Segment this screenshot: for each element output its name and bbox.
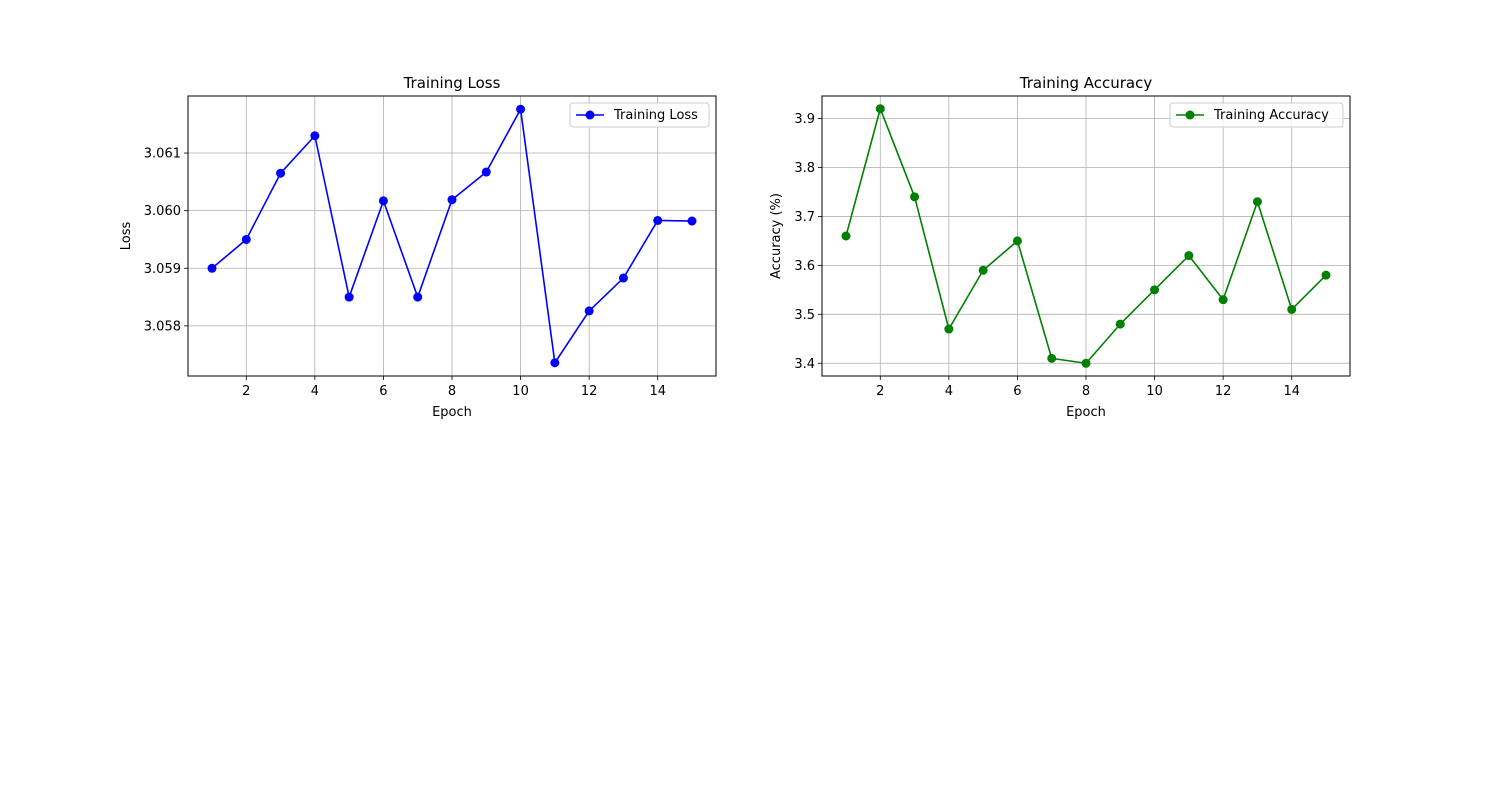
loss-chart-y-tick-label: 3.061 xyxy=(144,147,181,162)
loss-chart-ticks: 2 4 6 8 10 12 14 3.058 3.059 3.060 3.061 xyxy=(144,147,666,399)
accuracy-chart-x-tick-label: 2 xyxy=(876,384,884,399)
accuracy-chart-x-tick-label: 10 xyxy=(1146,384,1163,399)
accuracy-chart-data-point xyxy=(1115,319,1125,329)
accuracy-chart-x-tick-label: 8 xyxy=(1082,384,1090,399)
loss-chart-x-tick-label: 10 xyxy=(512,384,529,399)
accuracy-chart-data-point xyxy=(944,324,954,334)
loss-chart-data-point xyxy=(413,292,423,302)
loss-chart-data-point xyxy=(378,196,388,206)
accuracy-chart-y-tick-label: 3.6 xyxy=(794,259,815,274)
accuracy-chart-y-tick-label: 3.8 xyxy=(794,161,815,176)
accuracy-chart-data-point xyxy=(910,192,920,202)
accuracy-chart-data-point xyxy=(1321,270,1331,280)
loss-chart-data-point xyxy=(550,358,560,368)
loss-chart-legend-label: Training Loss xyxy=(613,108,698,123)
loss-chart-data-point xyxy=(584,306,594,316)
accuracy-chart-ticks: 2 4 6 8 10 12 14 3.4 3.5 3.6 3.7 3.8 3.9 xyxy=(794,112,1300,399)
accuracy-chart-data-point xyxy=(1150,285,1160,295)
accuracy-chart-y-tick-label: 3.9 xyxy=(794,112,815,127)
accuracy-chart-plot-frame xyxy=(821,95,1351,377)
loss-chart-x-tick-label: 2 xyxy=(242,384,250,399)
accuracy-chart-y-tick-label: 3.5 xyxy=(794,308,815,323)
loss-chart-data-point xyxy=(207,263,217,273)
accuracy-chart-title: Training Accuracy xyxy=(1019,74,1153,92)
accuracy-chart-data-point xyxy=(1012,236,1022,246)
loss-chart-y-tick-label: 3.058 xyxy=(144,319,181,334)
loss-chart-data-point xyxy=(241,234,251,244)
loss-chart: Training Loss Epoch Loss 2 4 6 8 10 12 14 3.058… xyxy=(119,74,717,420)
loss-chart-legend: Training Loss xyxy=(569,102,710,128)
loss-chart-x-tick-label: 6 xyxy=(379,384,387,399)
accuracy-chart-data-point xyxy=(1287,304,1297,314)
loss-chart-data-point xyxy=(618,273,628,283)
loss-chart-grid xyxy=(188,96,716,376)
accuracy-chart-legend: Training Accuracy xyxy=(1169,102,1344,128)
loss-chart-x-axis-label: Epoch xyxy=(432,405,472,420)
accuracy-chart-data-point xyxy=(1184,251,1194,261)
accuracy-chart-data-point xyxy=(1252,197,1262,207)
loss-chart-data-point xyxy=(653,215,663,225)
accuracy-chart-series xyxy=(841,104,1331,368)
accuracy-chart-data-point xyxy=(1081,358,1091,368)
accuracy-chart: Training Accuracy Epoch Accuracy (%) 2 4 6… xyxy=(769,74,1351,420)
accuracy-chart-data-point xyxy=(841,231,851,241)
loss-chart-data-point xyxy=(344,292,354,302)
loss-chart-legend-box xyxy=(569,102,710,128)
accuracy-chart-x-tick-label: 14 xyxy=(1283,384,1300,399)
loss-chart-plot-frame xyxy=(187,95,717,377)
loss-chart-data-point xyxy=(516,104,526,114)
accuracy-chart-y-axis-label: Accuracy (%) xyxy=(769,193,784,279)
accuracy-chart-legend-marker xyxy=(1185,110,1195,120)
accuracy-chart-legend-box xyxy=(1169,102,1344,128)
loss-chart-data-point xyxy=(687,216,697,226)
loss-chart-data-point xyxy=(481,167,491,177)
loss-chart-x-tick-label: 4 xyxy=(311,384,319,399)
accuracy-chart-data-point xyxy=(978,265,988,275)
accuracy-chart-y-tick-label: 3.7 xyxy=(794,210,815,225)
loss-chart-y-axis-label: Loss xyxy=(119,222,134,251)
accuracy-chart-data-point xyxy=(875,104,885,114)
loss-chart-data-point xyxy=(310,131,320,141)
loss-chart-title: Training Loss xyxy=(403,74,501,92)
loss-chart-y-tick-label: 3.060 xyxy=(144,204,181,219)
accuracy-chart-x-axis-label: Epoch xyxy=(1066,405,1106,420)
loss-chart-x-tick-label: 8 xyxy=(448,384,456,399)
accuracy-chart-data-point xyxy=(1047,353,1057,363)
loss-chart-data-point xyxy=(276,168,286,178)
accuracy-chart-data-point xyxy=(1218,295,1228,305)
loss-chart-y-tick-label: 3.059 xyxy=(144,262,181,277)
accuracy-chart-x-tick-label: 4 xyxy=(945,384,953,399)
accuracy-chart-y-tick-label: 3.4 xyxy=(794,357,815,372)
loss-chart-x-tick-label: 14 xyxy=(649,384,666,399)
loss-chart-legend-marker xyxy=(585,110,595,120)
loss-chart-x-tick-label: 12 xyxy=(581,384,598,399)
loss-chart-series xyxy=(207,104,697,368)
accuracy-chart-x-tick-label: 6 xyxy=(1013,384,1021,399)
accuracy-chart-x-tick-label: 12 xyxy=(1215,384,1232,399)
accuracy-chart-legend-label: Training Accuracy xyxy=(1213,108,1329,123)
loss-chart-data-point xyxy=(447,195,457,205)
